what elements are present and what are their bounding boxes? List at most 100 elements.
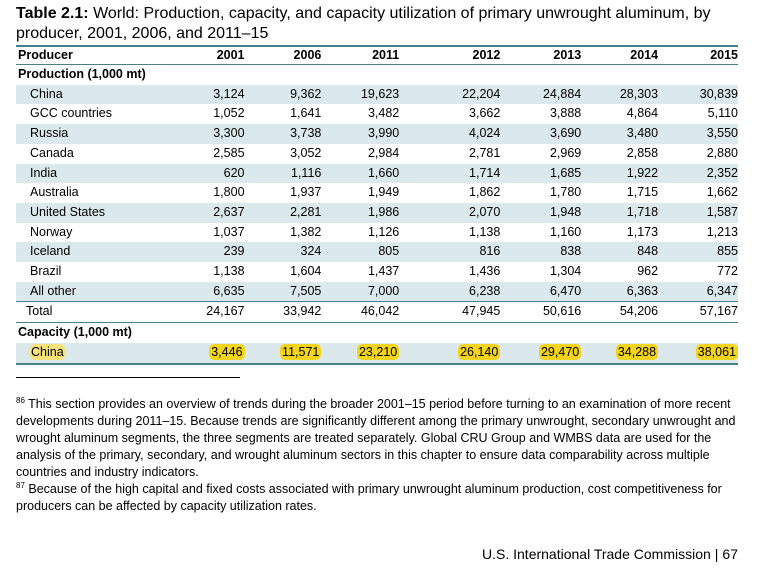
table-cell: 962 bbox=[637, 264, 659, 279]
table-cell: 50,616 bbox=[500, 301, 582, 324]
footnote-rule bbox=[16, 377, 240, 378]
producer-name: All other bbox=[16, 281, 186, 302]
table-cell: 1,800 bbox=[213, 185, 245, 200]
table-row: Norway 1,037 1,382 1,126 1,138 1,160 1,173 1,21… bbox=[16, 223, 738, 243]
table-cell: 1,862 bbox=[469, 185, 501, 200]
table-cell: 28,303 bbox=[581, 84, 659, 105]
table-cell: 33,942 bbox=[244, 301, 322, 324]
table-cell: 46,042 bbox=[321, 301, 400, 324]
table-cell: 19,623 bbox=[321, 84, 400, 105]
table-cell: 1,304 bbox=[549, 264, 582, 279]
table-cell: 1,160 bbox=[549, 224, 582, 239]
column-header-year: 2012 bbox=[399, 45, 501, 65]
table-title-label: Table 2.1: bbox=[16, 5, 89, 22]
table-cell: 2,585 bbox=[213, 145, 245, 160]
highlighted-text: China bbox=[30, 343, 65, 360]
table-cell: 7,505 bbox=[244, 281, 322, 302]
table-cell: 1,922 bbox=[581, 163, 659, 184]
table-cell: 4,024 bbox=[399, 124, 501, 144]
producer-name: Iceland bbox=[16, 242, 186, 263]
page-footer: U.S. International Trade Commission | 67 bbox=[482, 545, 738, 563]
table-cell: 239 bbox=[185, 242, 245, 263]
table-row: Canada 2,585 3,052 2,984 2,781 2,969 2,858 2,88… bbox=[16, 144, 738, 164]
table-cell: 1,052 bbox=[213, 106, 245, 121]
table-cell: 2,858 bbox=[626, 145, 659, 160]
table-row: GCC countries 1,052 1,641 3,482 3,662 3,888 4,… bbox=[16, 104, 738, 124]
table-cell: 5,110 bbox=[707, 106, 738, 121]
table-row: Brazil 1,138 1,604 1,437 1,436 1,304 962 772 bbox=[16, 262, 738, 282]
table-cell: 1,662 bbox=[706, 185, 738, 200]
table-cell: 838 bbox=[500, 242, 582, 263]
column-header-year: 2015 bbox=[658, 45, 738, 65]
table-cell: 11,571 bbox=[244, 342, 322, 365]
table-cell: 3,690 bbox=[500, 124, 582, 144]
column-header-year: 2006 bbox=[244, 45, 322, 65]
footnote-text: This section provides an overview of tre… bbox=[16, 397, 736, 479]
table-row: China 3,124 9,362 19,623 22,204 24,884 28,303 3… bbox=[16, 84, 738, 105]
table-cell: 26,140 bbox=[399, 342, 501, 365]
highlighted-value: 29,470 bbox=[538, 343, 582, 360]
table-header-row: Producer 2001 2006 2011 2012 2013 2014 2… bbox=[16, 45, 738, 65]
table-row: Russia 3,300 3,738 3,990 4,024 3,690 3,480 3,55… bbox=[16, 124, 738, 144]
table-cell: 1,714 bbox=[399, 163, 501, 184]
table-cell: 1,715 bbox=[626, 185, 659, 200]
table-body: Production (1,000 mt) China 3,124 9,362 19,6… bbox=[16, 64, 738, 365]
table-row: All other 6,635 7,505 7,000 6,238 6,470 6,363 6… bbox=[16, 281, 738, 302]
table-cell: 1,937 bbox=[290, 185, 322, 200]
table-cell: 1,948 bbox=[500, 202, 582, 223]
table-cell: 6,363 bbox=[581, 281, 659, 302]
table-cell: 30,839 bbox=[658, 84, 738, 105]
highlighted-value: 38,061 bbox=[695, 343, 738, 360]
producer-name: Norway bbox=[30, 224, 73, 239]
table-cell: 3,662 bbox=[469, 106, 501, 121]
table-cell: 324 bbox=[244, 242, 322, 263]
production-table: Producer 2001 2006 2011 2012 2013 2014 2… bbox=[16, 45, 738, 365]
table-cell: 1,587 bbox=[658, 202, 738, 223]
section-label-production: Production (1,000 mt) bbox=[16, 64, 738, 85]
table-cell: 24,167 bbox=[185, 301, 245, 324]
highlighted-value: 23,210 bbox=[356, 343, 400, 360]
table-cell: 848 bbox=[581, 242, 659, 263]
table-cell: 6,347 bbox=[658, 281, 738, 302]
table-cell: 1,213 bbox=[706, 224, 738, 239]
table-cell: 1,138 bbox=[213, 264, 245, 279]
table-cell: 1,660 bbox=[321, 163, 400, 184]
table-cell: 2,984 bbox=[367, 145, 400, 160]
table-cell: 47,945 bbox=[399, 301, 501, 324]
table-cell: 3,446 bbox=[185, 342, 245, 365]
table-row: Iceland 239 324 805 816 838 848 855 bbox=[16, 242, 738, 263]
table-cell: 1,116 bbox=[244, 163, 322, 184]
producer-name: Brazil bbox=[30, 264, 62, 279]
producer-name: India bbox=[16, 163, 186, 184]
table-cell: 1,604 bbox=[290, 264, 322, 279]
footer-separator: | bbox=[714, 546, 719, 562]
producer-name: Canada bbox=[30, 145, 74, 160]
table-cell: 22,204 bbox=[399, 84, 501, 105]
table-cell: 1,685 bbox=[500, 163, 582, 184]
table-cell: 3,550 bbox=[658, 124, 738, 144]
table-cell: 1,437 bbox=[367, 264, 400, 279]
highlighted-value: 3,446 bbox=[209, 343, 245, 360]
producer-name: Russia bbox=[16, 124, 186, 144]
table-cell: 2,637 bbox=[185, 202, 245, 223]
highlighted-value: 34,288 bbox=[615, 343, 659, 360]
section-label-capacity-row: Capacity (1,000 mt) bbox=[16, 322, 738, 343]
table-cell: 6,470 bbox=[500, 281, 582, 302]
highlighted-value: 11,571 bbox=[280, 343, 322, 360]
table-cell: 3,052 bbox=[290, 145, 322, 160]
table-cell: 57,167 bbox=[658, 301, 738, 324]
column-header-year: 2001 bbox=[185, 45, 245, 65]
table-cell: 29,470 bbox=[500, 342, 582, 365]
table-cell: 805 bbox=[321, 242, 400, 263]
producer-name: Total bbox=[16, 301, 186, 324]
section-label-capacity: Capacity (1,000 mt) bbox=[16, 322, 738, 343]
table-row: Australia 1,800 1,937 1,949 1,862 1,780 1,715 1… bbox=[16, 183, 738, 203]
footnote: 87 Because of the high capital and fixed… bbox=[16, 481, 741, 515]
table-cell: 38,061 bbox=[658, 342, 738, 365]
table-row: United States 2,637 2,281 1,986 2,070 1,948 1,… bbox=[16, 202, 738, 223]
table-cell: 9,362 bbox=[244, 84, 322, 105]
table-cell: 1,780 bbox=[549, 185, 582, 200]
table-cell: 23,210 bbox=[321, 342, 400, 365]
column-header-producer: Producer bbox=[16, 45, 186, 65]
table-cell: 1,641 bbox=[290, 106, 322, 121]
